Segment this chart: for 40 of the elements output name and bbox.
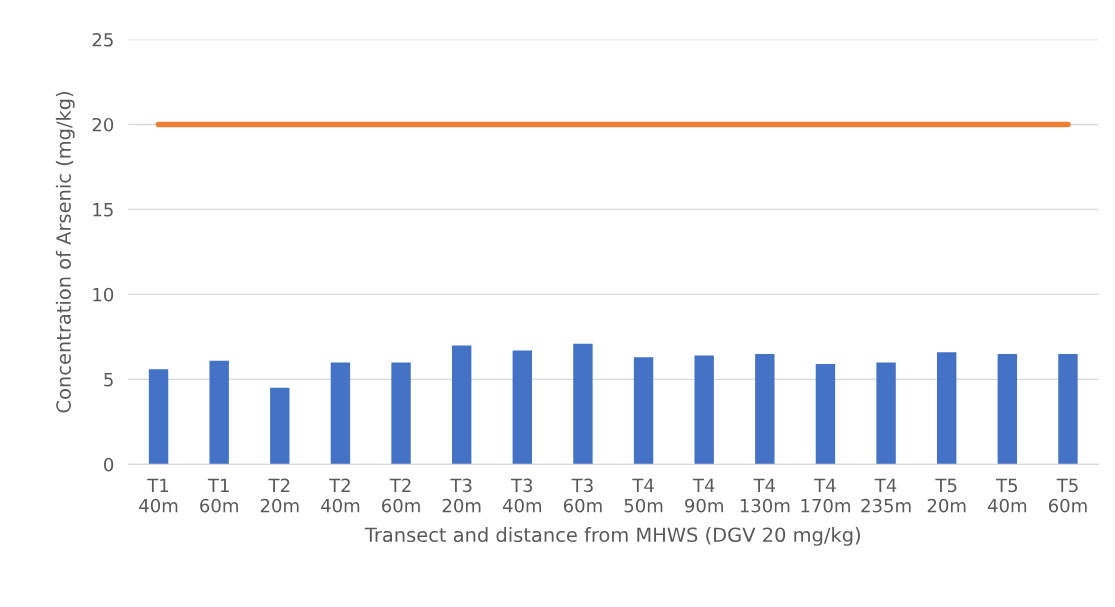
x-tick-label: T4 90m [685,478,723,513]
bar [694,355,714,465]
y-tick-label: 20 [92,117,114,132]
bar [755,353,775,465]
bar [937,352,957,465]
y-axis-title: Concentration of Arsenic (mg/kg) [55,91,75,413]
x-tick-label: T5 60m [1048,478,1087,513]
x-tick-label: T3 40m [502,478,542,513]
bar [876,362,896,465]
x-tick-label: T4 170m [801,478,850,513]
bar [512,350,533,465]
bar [148,369,169,465]
bar [270,387,290,465]
bar [209,360,229,465]
bar [451,345,472,465]
x-tick-label: T3 20m [442,478,481,513]
x-tick-label: T4 130m [740,478,790,513]
x-axis-title: Transect and distance from MHWS (DGV 20 mg/kg) [364,527,860,546]
x-tick-label: T3 60m [563,478,602,513]
bar [573,343,593,465]
bar [997,353,1018,465]
x-tick-label: T2 20m [260,478,299,513]
x-tick-label: T4 50m [624,478,663,513]
y-tick-label: 15 [93,203,113,217]
x-tick-label: T5 20m [927,478,966,513]
x-tick-label: T4 235m [861,478,911,513]
y-tick-label: 0 [104,457,114,472]
y-tick-label: 5 [104,373,113,387]
bar [1058,353,1078,465]
y-tick-label: 25 [92,32,113,47]
x-tick-label: T1 40m [139,478,178,513]
bar [815,364,836,465]
x-tick-label: T5 40m [987,478,1027,513]
x-tick-label: T2 40m [321,478,360,513]
bar [330,362,351,465]
bar [633,357,654,465]
x-tick-label: T1 60m [200,478,238,513]
bar [391,362,411,465]
y-tick-label: 10 [93,287,114,302]
x-tick-label: T2 60m [382,478,420,513]
